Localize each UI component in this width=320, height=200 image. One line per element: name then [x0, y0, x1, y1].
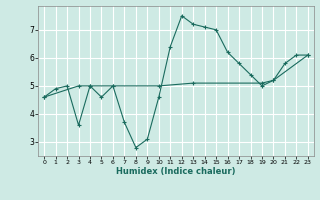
X-axis label: Humidex (Indice chaleur): Humidex (Indice chaleur) — [116, 167, 236, 176]
